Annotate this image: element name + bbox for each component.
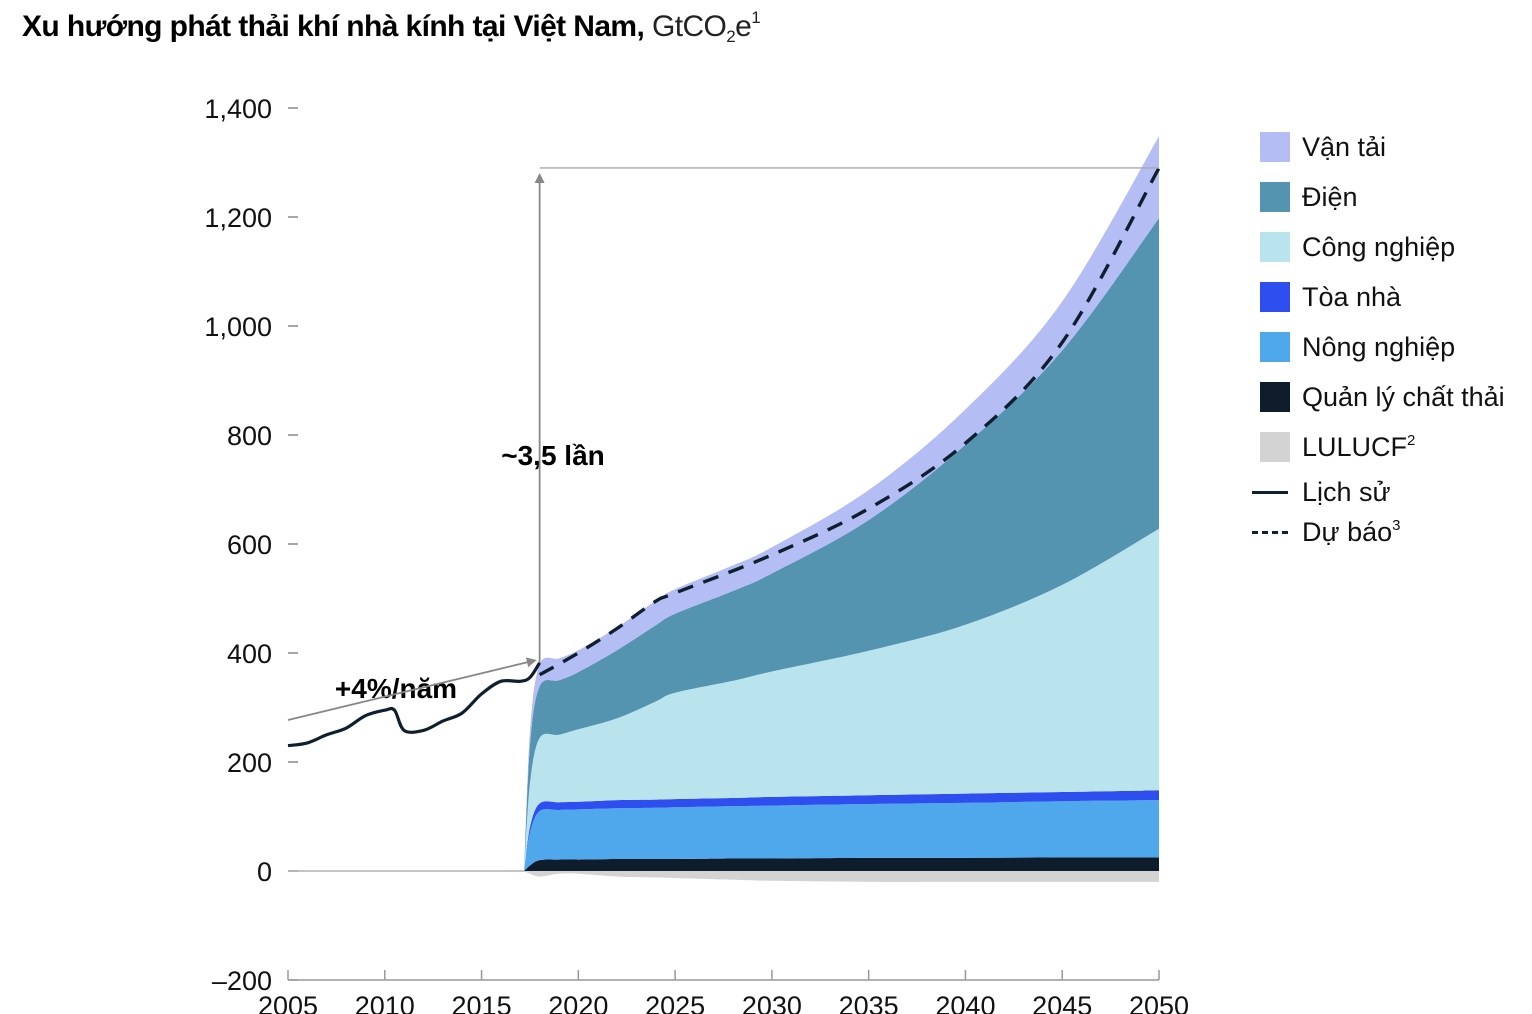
x-tick-label: 2035 bbox=[839, 991, 899, 1014]
emissions-chart: –200 0 200 400 600 800 1,000 1,200 1,400 2005 2010… bbox=[204, 94, 1189, 1014]
x-tick-label: 2020 bbox=[548, 991, 608, 1014]
legend-item: Dự báo3 bbox=[1252, 512, 1505, 552]
stacked-areas bbox=[524, 136, 1159, 882]
legend-item: Nông nghiệp bbox=[1252, 322, 1505, 372]
series-lines bbox=[287, 167, 1161, 748]
legend-item: Tòa nhà bbox=[1252, 272, 1505, 322]
growth-total-label: ~3,5 lần bbox=[501, 440, 605, 471]
chart-title: Xu hướng phát thải khí nhà kính tại Việt… bbox=[22, 8, 761, 47]
legend-swatch bbox=[1260, 282, 1290, 312]
title-unit-sub: 2 bbox=[726, 27, 736, 46]
legend-item: Vận tải bbox=[1252, 122, 1505, 172]
x-tick-label: 2040 bbox=[935, 991, 995, 1014]
y-tick-label: 1,400 bbox=[204, 94, 272, 124]
x-tick-label: 2045 bbox=[1032, 991, 1092, 1014]
y-tick-label: 1,000 bbox=[204, 312, 272, 342]
legend-item: LULUCF2 bbox=[1252, 422, 1505, 472]
legend-label-text: Tòa nhà bbox=[1302, 281, 1402, 312]
legend-label: Điện bbox=[1302, 182, 1358, 213]
y-tick-label: 1,200 bbox=[204, 203, 272, 233]
legend-label-text: Công nghiệp bbox=[1302, 231, 1456, 262]
legend-label-sup: 2 bbox=[1407, 431, 1416, 449]
y-tick-label: 200 bbox=[227, 748, 272, 778]
title-unit: GtCO2e1 bbox=[651, 8, 761, 46]
title-text: Xu hướng phát thải khí nhà kính tại Việt… bbox=[22, 10, 645, 43]
legend-label: Tòa nhà bbox=[1302, 282, 1401, 313]
x-tick-label: 2015 bbox=[452, 991, 512, 1014]
area-4 bbox=[524, 218, 1159, 872]
y-tick-label: –200 bbox=[212, 966, 272, 996]
title-unit-e: e bbox=[735, 10, 752, 43]
legend-swatch bbox=[1260, 432, 1290, 462]
rate-arrow bbox=[287, 657, 537, 721]
y-tick-label: 400 bbox=[227, 639, 272, 669]
legend-swatch bbox=[1260, 132, 1290, 162]
legend-swatch bbox=[1260, 232, 1290, 262]
area-2 bbox=[524, 790, 1159, 871]
area-lulucf bbox=[524, 871, 1159, 882]
title-unit-sup: 1 bbox=[751, 8, 761, 27]
legend-label: Vận tải bbox=[1302, 132, 1386, 163]
legend-label: Công nghiệp bbox=[1302, 232, 1455, 263]
legend-label: Quản lý chất thải bbox=[1302, 382, 1505, 413]
x-tick-label: 2025 bbox=[645, 991, 705, 1014]
title-unit-main: GtCO bbox=[651, 10, 727, 43]
legend-label: LULUCF2 bbox=[1302, 432, 1415, 463]
history-line bbox=[287, 661, 541, 748]
legend-label-text: Lịch sử bbox=[1302, 476, 1391, 507]
legend-label-text: Nông nghiệp bbox=[1302, 331, 1456, 362]
legend-label: Dự báo3 bbox=[1302, 517, 1400, 548]
y-tick-label: 800 bbox=[227, 421, 272, 451]
annotations: ~3,5 lần +4%/năm bbox=[287, 167, 1159, 721]
legend-label: Nông nghiệp bbox=[1302, 332, 1455, 363]
legend-item: Quản lý chất thải bbox=[1252, 372, 1505, 422]
legend-label-sup: 3 bbox=[1392, 516, 1401, 534]
legend: Vận tải Điện Công nghiệp Tòa nhà Nông nghiệp… bbox=[1252, 122, 1505, 552]
area-3 bbox=[524, 528, 1159, 871]
legend-label-text: Dự báo bbox=[1302, 516, 1393, 547]
legend-swatch bbox=[1260, 182, 1290, 212]
legend-swatch bbox=[1260, 332, 1290, 362]
legend-swatch bbox=[1260, 382, 1290, 412]
axes: –200 0 200 400 600 800 1,000 1,200 1,400 2005 2010… bbox=[204, 94, 1189, 1014]
forecast-line bbox=[538, 167, 1161, 677]
x-tick-label: 2005 bbox=[258, 991, 318, 1014]
legend-label-text: Điện bbox=[1302, 181, 1358, 212]
legend-label-text: LULUCF bbox=[1302, 431, 1408, 462]
x-tick-label: 2030 bbox=[742, 991, 802, 1014]
growth-rate-label: +4%/năm bbox=[335, 673, 457, 704]
legend-label-text: Quản lý chất thải bbox=[1302, 381, 1505, 412]
legend-item: Điện bbox=[1252, 172, 1505, 222]
area-0 bbox=[524, 857, 1159, 871]
legend-label-text: Vận tải bbox=[1302, 131, 1387, 162]
legend-label: Lịch sử bbox=[1302, 477, 1391, 508]
legend-item: Lịch sử bbox=[1252, 472, 1505, 512]
y-tick-label: 0 bbox=[257, 857, 272, 887]
legend-swatch bbox=[1252, 530, 1288, 534]
y-tick-label: 600 bbox=[227, 530, 272, 560]
legend-swatch bbox=[1252, 490, 1288, 494]
area-1 bbox=[524, 800, 1159, 871]
legend-item: Công nghiệp bbox=[1252, 222, 1505, 272]
x-tick-label: 2050 bbox=[1129, 991, 1189, 1014]
x-tick-label: 2010 bbox=[355, 991, 415, 1014]
